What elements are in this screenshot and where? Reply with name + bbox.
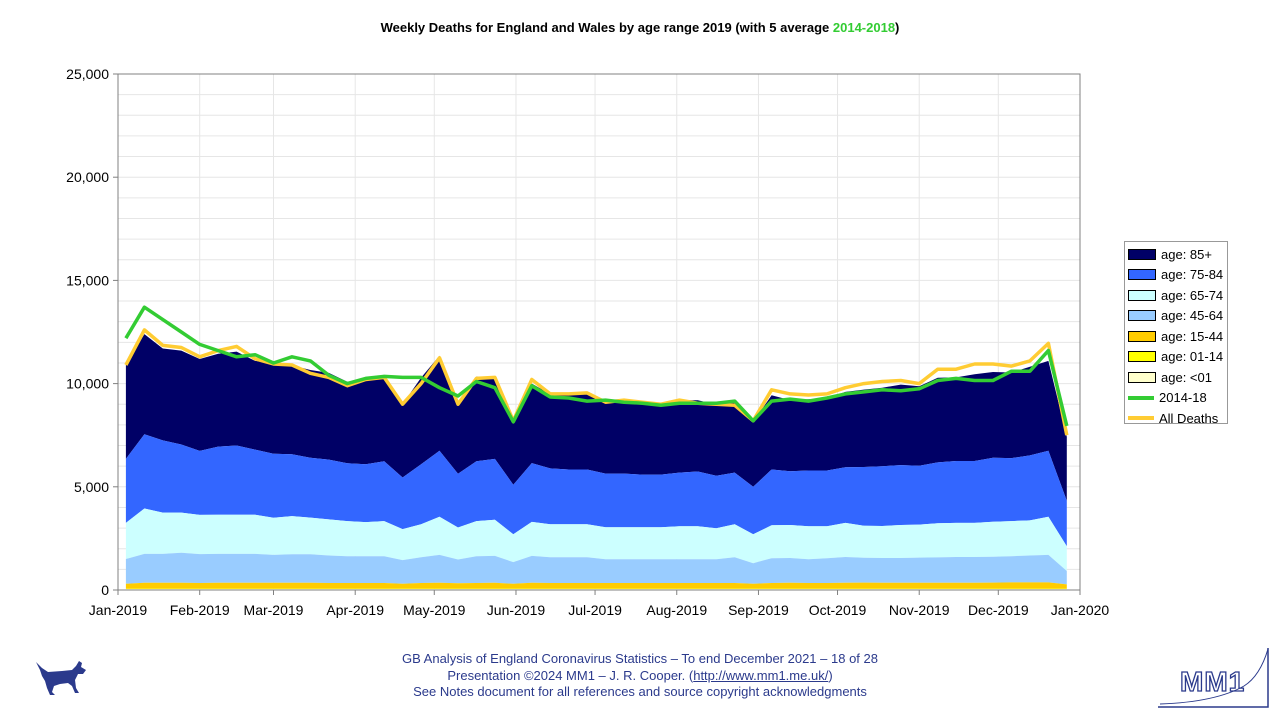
footer: GB Analysis of England Coronavirus Stati… <box>0 651 1280 701</box>
footer-line-2: Presentation ©2024 MM1 – J. R. Cooper. (… <box>0 668 1280 685</box>
legend-item: age: 65-74 <box>1128 285 1227 306</box>
line-2014-18-average <box>124 305 1069 427</box>
footer-line-3: See Notes document for all references an… <box>413 684 867 699</box>
legend-swatch <box>1128 269 1156 281</box>
dog-logo-icon <box>36 661 86 695</box>
x-tick-label: Nov-2019 <box>889 602 950 618</box>
legend-swatch <box>1128 371 1156 383</box>
x-tick-label: Dec-2019 <box>968 602 1029 618</box>
x-tick-label: May-2019 <box>403 602 465 618</box>
x-tick-label: Feb-2019 <box>170 602 230 618</box>
plot-border <box>117 73 1081 591</box>
y-tick-label: 15,000 <box>66 272 109 288</box>
legend-label: age: <01 <box>1161 369 1212 385</box>
legend-swatch <box>1128 416 1154 421</box>
legend-swatch <box>1128 351 1156 363</box>
x-axis-ticks: Jan-2019 Feb-2019 Mar-2019 Apr-2019 May-2019… <box>89 590 1110 618</box>
legend-item: All Deaths <box>1128 408 1227 429</box>
legend-item: 2014-18 <box>1128 388 1227 409</box>
y-tick-label: 0 <box>101 582 109 598</box>
footer-line-2-prefix: Presentation ©2024 MM1 – J. R. Cooper. ( <box>447 667 694 683</box>
chart-area: 0 5,000 10,000 15,000 20,000 25,000 Jan-2019 F… <box>66 66 1110 618</box>
legend-label: age: 85+ <box>1161 246 1212 262</box>
x-tick-label: Oct-2019 <box>809 602 867 618</box>
legend-label: age: 75-84 <box>1161 267 1224 283</box>
legend-label: age: 15-44 <box>1161 328 1224 344</box>
area-age-65-74 <box>125 508 1067 571</box>
legend-label: 2014-18 <box>1159 390 1207 406</box>
y-axis-ticks: 0 5,000 10,000 15,000 20,000 25,000 <box>66 66 118 598</box>
y-tick-label: 10,000 <box>66 376 109 392</box>
legend-item: age: 01-14 <box>1128 347 1227 368</box>
x-tick-label: Aug-2019 <box>646 602 707 618</box>
area-age-85- <box>125 334 1067 501</box>
line-all-deaths <box>124 328 1069 436</box>
x-tick-label: Jul-2019 <box>568 602 622 618</box>
mm1-logo: MM1 <box>1158 648 1269 708</box>
area-age-15-44 <box>125 582 1067 589</box>
area-age-45-64 <box>125 552 1067 585</box>
legend-swatch <box>1128 330 1156 342</box>
y-tick-label: 20,000 <box>66 169 109 185</box>
legend-item: age: 15-44 <box>1128 326 1227 347</box>
chart-title: Weekly Deaths for England and Wales by a… <box>0 20 1280 35</box>
legend-label: age: 01-14 <box>1161 349 1224 365</box>
chart-title-prefix: Weekly Deaths for England and Wales by a… <box>380 20 833 35</box>
x-tick-label: Jan-2019 <box>89 602 148 618</box>
footer-line-2-suffix: ) <box>828 667 833 683</box>
x-tick-label: Sep-2019 <box>728 602 789 618</box>
legend-swatch <box>1128 310 1156 322</box>
x-tick-label: Mar-2019 <box>244 602 304 618</box>
footer-line-1: GB Analysis of England Coronavirus Stati… <box>402 651 878 666</box>
chart-title-suffix: ) <box>895 20 900 35</box>
series-lines <box>124 305 1069 436</box>
legend-item: age: 75-84 <box>1128 265 1227 286</box>
footer-website-link[interactable]: http://www.mm1.me.uk/ <box>693 667 829 683</box>
area-age-75-84 <box>125 434 1067 547</box>
chart-title-highlight: 2014-2018 <box>832 20 896 35</box>
legend-label: age: 65-74 <box>1161 287 1224 303</box>
x-tick-label: Apr-2019 <box>326 602 384 618</box>
x-tick-label: Jan-2020 <box>1051 602 1110 618</box>
legend-swatch <box>1128 248 1156 260</box>
legend-item: age: 85+ <box>1128 244 1227 265</box>
y-tick-label: 25,000 <box>66 66 109 82</box>
y-tick-label: 5,000 <box>74 479 109 495</box>
x-tick-label: Jun-2019 <box>487 602 546 618</box>
legend-item: age: <01 <box>1128 367 1227 388</box>
mm1-logo-text: MM1 <box>1180 666 1245 697</box>
stacked-areas <box>125 334 1067 590</box>
chart-legend: age: 85+ age: 75-84 age: 65-74 age: 45-64 ag… <box>1124 241 1228 426</box>
legend-label: age: 45-64 <box>1161 308 1224 324</box>
legend-item: age: 45-64 <box>1128 306 1227 327</box>
legend-label: All Deaths <box>1159 410 1219 426</box>
legend-swatch <box>1128 289 1156 301</box>
legend-swatch <box>1128 395 1154 400</box>
